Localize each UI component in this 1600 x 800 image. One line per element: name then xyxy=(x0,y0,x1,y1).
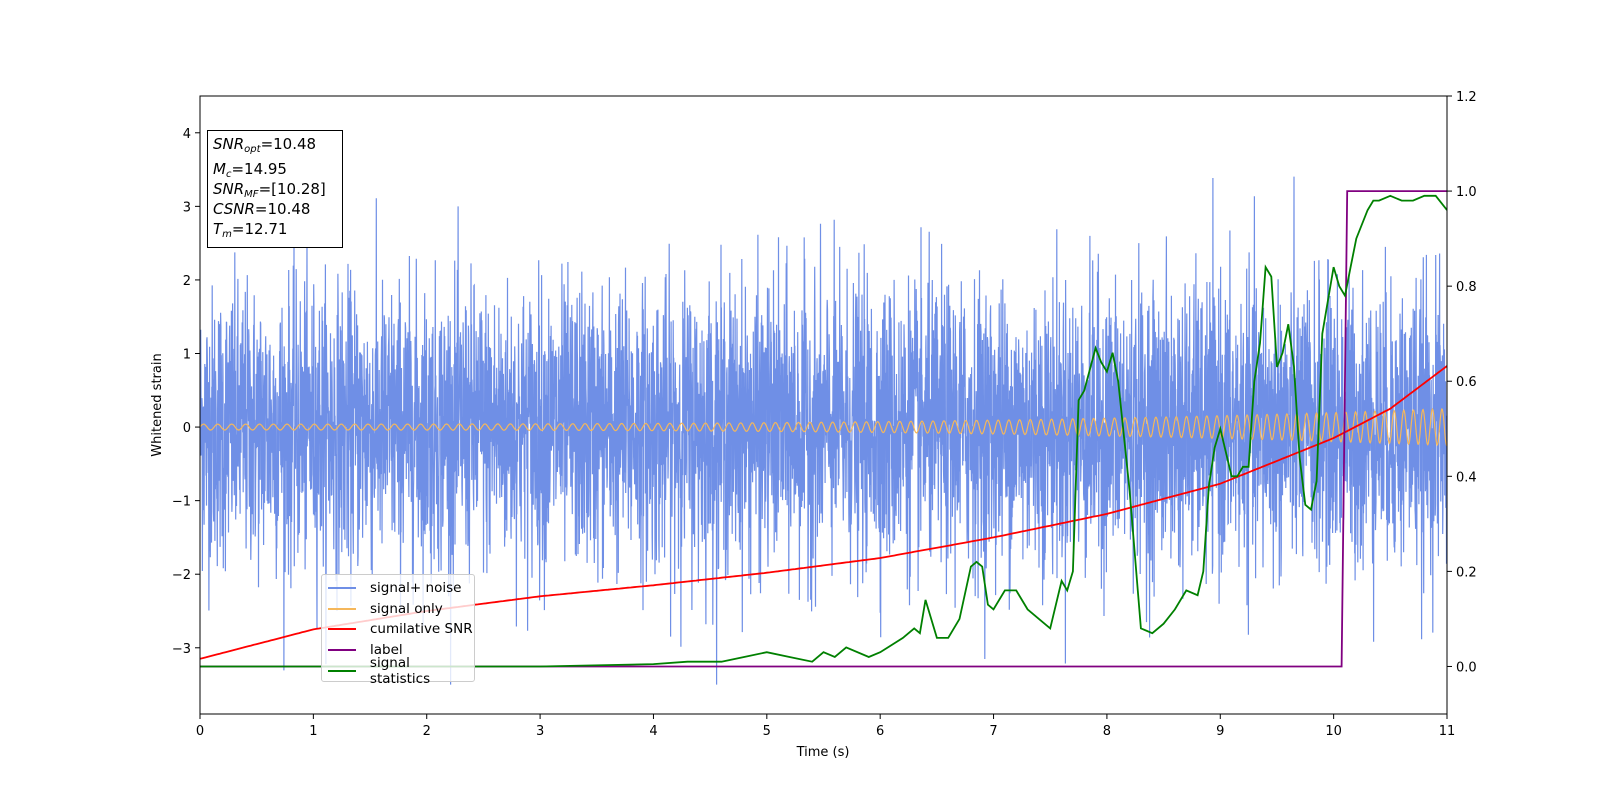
mc-label: M xyxy=(213,160,226,178)
y-left-tick-label: 1 xyxy=(183,348,191,363)
snr-mf-row: SNRMF=[10.28] xyxy=(213,179,342,200)
snr-opt-sub: opt xyxy=(244,144,261,155)
x-tick-label: 9 xyxy=(1216,724,1224,739)
csnr-value: =10.48 xyxy=(254,200,311,218)
x-tick-label: 1 xyxy=(309,724,317,739)
tm-label: T xyxy=(213,220,223,238)
x-tick-label: 6 xyxy=(876,724,884,739)
y-axis-left: −3 −2 −1 0 1 2 3 4 xyxy=(172,127,200,657)
y-right-tick-label: 1.0 xyxy=(1456,185,1477,200)
x-tick-label: 0 xyxy=(196,724,204,739)
y-right-tick-label: 0.8 xyxy=(1456,280,1477,295)
snr-opt-label: SNR xyxy=(213,135,245,153)
snr-mf-label: SNR xyxy=(213,180,245,198)
y-right-tick-label: 1.2 xyxy=(1456,90,1477,105)
y-right-tick-label: 0.6 xyxy=(1456,375,1477,390)
x-tick-label: 7 xyxy=(989,724,997,739)
info-box: SNRopt=10.48 Mc=14.95 SNRMF=[10.28] CSNR… xyxy=(207,130,343,248)
snr-mf-sub: MF xyxy=(244,189,259,200)
legend-item: cumilative SNR xyxy=(328,619,474,640)
x-tick-label: 2 xyxy=(423,724,431,739)
legend-label: signal statistics xyxy=(369,654,431,687)
legend-label: signal only xyxy=(370,600,443,617)
legend-swatch xyxy=(328,628,356,631)
y-right-tick-label: 0.4 xyxy=(1456,470,1477,485)
series-label xyxy=(200,190,1447,668)
y-right-tick-label: 0.2 xyxy=(1456,565,1477,580)
y-axis-label: Whitened strain xyxy=(150,353,165,456)
legend-label: label xyxy=(370,642,403,659)
legend-swatch xyxy=(328,669,356,672)
y-left-tick-label: −3 xyxy=(172,642,191,657)
legend-swatch xyxy=(328,607,356,610)
legend-swatch xyxy=(328,587,356,590)
x-tick-label: 11 xyxy=(1439,724,1456,739)
snr-opt-row: SNRopt=10.48 xyxy=(213,134,342,155)
plot-frame xyxy=(199,95,1448,715)
snr-mf-value: =[10.28] xyxy=(258,180,326,198)
legend-label: cumilative SNR xyxy=(370,621,473,638)
y-left-tick-label: −1 xyxy=(172,495,191,510)
legend-label: signal+ noise xyxy=(370,580,462,597)
legend: signal+ noise signal only cumilative SNR la… xyxy=(321,574,475,687)
mc-sub: c xyxy=(225,169,232,180)
x-tick-label: 5 xyxy=(763,724,771,739)
mc-row: Mc=14.95 xyxy=(213,159,342,180)
y-left-tick-label: 3 xyxy=(183,200,191,215)
series-signal-noise xyxy=(200,176,1447,685)
tm-value: =12.71 xyxy=(231,220,288,238)
y-axis-right: 0.0 0.2 0.4 0.6 0.8 1.0 1.2 xyxy=(1447,90,1477,675)
y-left-tick-label: 0 xyxy=(183,421,191,436)
series-signal-only xyxy=(200,407,1447,447)
x-tick-label: 8 xyxy=(1103,724,1111,739)
csnr-label: CSNR xyxy=(213,200,255,218)
series-signal-statistics xyxy=(200,194,1447,668)
x-tick-label: 4 xyxy=(649,724,657,739)
y-left-tick-label: −2 xyxy=(172,568,191,583)
x-axis-label: Time (s) xyxy=(796,745,850,760)
x-tick-label: 10 xyxy=(1325,724,1342,739)
y-right-tick-label: 0.0 xyxy=(1456,660,1477,675)
snr-opt-value: =10.48 xyxy=(260,135,317,153)
csnr-row: CSNR=10.48 xyxy=(213,199,342,219)
mc-value: =14.95 xyxy=(231,160,287,178)
tm-sub: m xyxy=(222,229,232,240)
tm-row: Tm=12.71 xyxy=(213,219,342,240)
legend-item: label xyxy=(328,640,474,661)
legend-swatch xyxy=(328,649,356,652)
x-tick-label: 3 xyxy=(536,724,544,739)
legend-item: signal statistics xyxy=(328,655,474,687)
y-left-tick-label: 2 xyxy=(183,274,191,289)
legend-item: signal+ noise xyxy=(328,578,474,599)
legend-item: signal only xyxy=(328,599,474,620)
x-axis: 0 1 2 3 4 5 6 7 8 9 10 11 xyxy=(196,714,1455,739)
y-left-tick-label: 4 xyxy=(183,127,191,142)
